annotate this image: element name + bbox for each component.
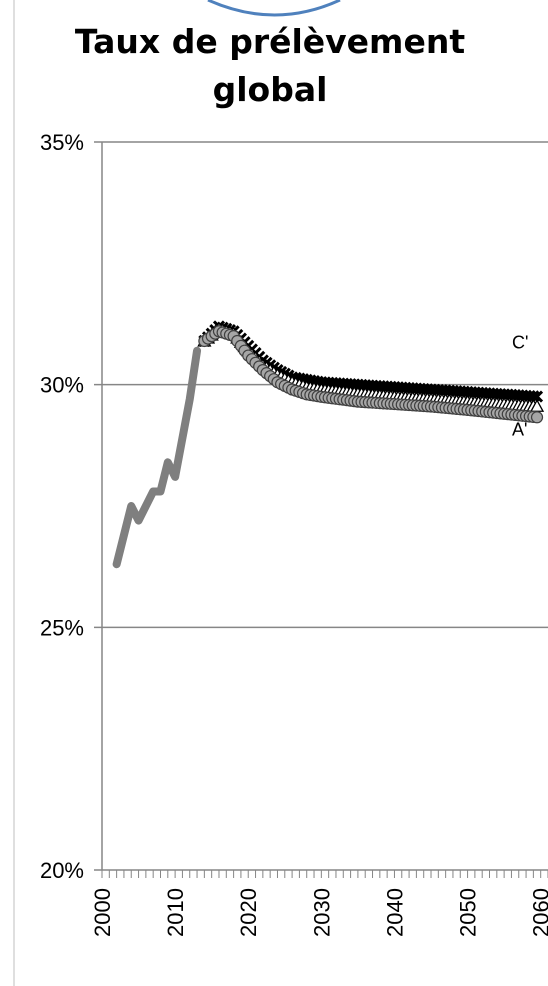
y-tick-label: 35% — [40, 130, 84, 155]
x-tick-label: 2020 — [236, 888, 261, 937]
series-a-marker — [530, 411, 544, 424]
x-tick-label: 2010 — [163, 888, 188, 937]
series-group — [112, 346, 202, 569]
x-tick-label: 2050 — [456, 888, 481, 937]
x-tick-label: 2060 — [529, 888, 548, 937]
x-tick-label: 2030 — [309, 888, 334, 937]
x-tick-label: 2040 — [382, 888, 407, 937]
y-tick-label: 25% — [40, 615, 84, 640]
y-tick-label: 30% — [40, 373, 84, 398]
series-label-a: A' — [512, 420, 527, 440]
x-tick-label: 2000 — [90, 888, 115, 937]
top-arc-decoration — [207, 0, 341, 17]
series-group — [198, 325, 544, 424]
chart-title: Taux de prélèvement global — [0, 18, 540, 114]
chart-title-line-1: Taux de prélèvement — [74, 22, 466, 61]
y-tick-label: 20% — [40, 858, 84, 883]
chart-title-line-2: global — [212, 70, 328, 109]
historical-line — [112, 346, 202, 569]
series-label-c: C' — [512, 332, 528, 352]
